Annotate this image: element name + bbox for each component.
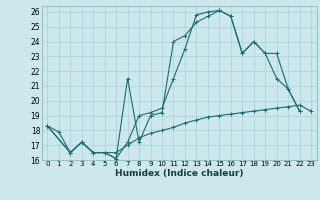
X-axis label: Humidex (Indice chaleur): Humidex (Indice chaleur) (115, 169, 244, 178)
